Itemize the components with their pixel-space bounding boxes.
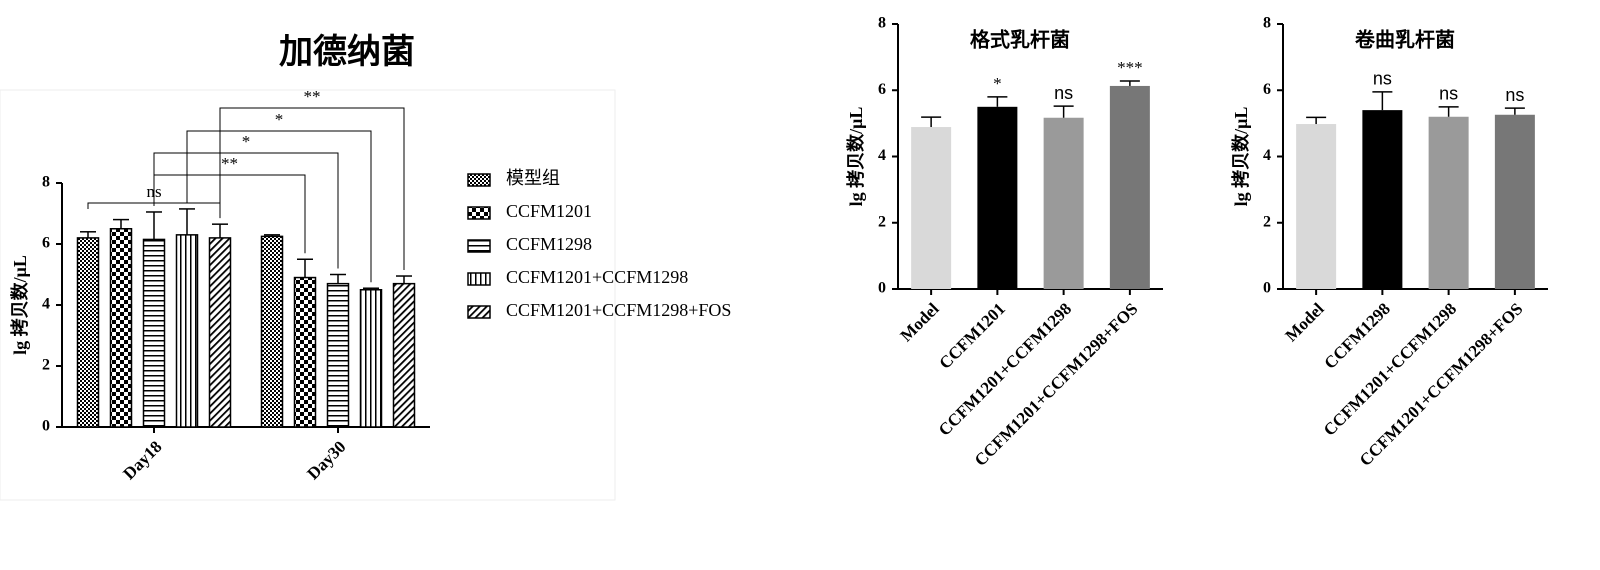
x-tick-label: Model: [897, 299, 943, 345]
bar: [359, 289, 383, 428]
x-tick-label: Day18: [119, 437, 165, 483]
significance-label: **: [304, 87, 321, 106]
significance-label: ns: [1373, 69, 1392, 89]
legend-swatch: [467, 173, 491, 187]
chart-title: 卷曲乳杆菌: [1355, 28, 1455, 52]
significance-bracket: [186, 130, 372, 283]
legend-label: CCFM1201+CCFM1298+FOS: [506, 300, 731, 320]
legend-swatch: [467, 272, 491, 286]
significance-bracket: [153, 152, 339, 269]
chart-title: 格式乳杆菌: [970, 28, 1070, 52]
bar: [1362, 110, 1403, 289]
bar: [1043, 117, 1084, 290]
y-tick-label: 8: [1263, 15, 1271, 32]
bar: [76, 237, 100, 428]
y-tick-label: 6: [1263, 81, 1271, 98]
significance-label: ***: [1117, 58, 1143, 77]
legend-label: CCFM1201+CCFM1298: [506, 267, 688, 287]
y-axis-title: lg 拷贝数/μL: [845, 107, 866, 207]
significance-label: ns: [1505, 85, 1524, 105]
y-axis-title: lg 拷贝数/μL: [9, 255, 30, 355]
bar: [1109, 85, 1150, 289]
x-tick-label: CCFM1201+CCFM1298: [1320, 299, 1460, 439]
y-tick-label: 0: [42, 418, 50, 435]
bar: [109, 228, 133, 428]
y-tick-label: 8: [878, 15, 886, 32]
legend-label: 模型组: [506, 168, 560, 188]
significance-label: ns: [1054, 83, 1073, 103]
bar: [175, 234, 199, 428]
y-tick-label: 0: [1263, 280, 1271, 297]
y-tick-label: 6: [42, 235, 50, 252]
significance-label: *: [242, 132, 251, 151]
y-tick-label: 2: [878, 213, 886, 230]
bar: [326, 282, 350, 428]
bar: [1428, 116, 1469, 289]
bar: [208, 237, 232, 428]
significance-label: **: [221, 154, 238, 173]
bar: [977, 106, 1018, 289]
bar: [911, 127, 952, 289]
legend-swatch: [467, 305, 491, 319]
panel-frame: [0, 89, 616, 501]
bar: [142, 238, 166, 428]
y-tick-label: 4: [878, 147, 886, 164]
bar: [1494, 114, 1535, 289]
y-tick-label: 2: [1263, 213, 1271, 230]
significance-bracket: [219, 107, 405, 271]
bar: [260, 235, 284, 428]
y-tick-label: 4: [1263, 147, 1271, 164]
x-tick-label: CCFM1201+CCFM1298: [935, 299, 1075, 439]
y-tick-label: 0: [878, 280, 886, 297]
bar: [293, 276, 317, 428]
x-tick-label: Day30: [303, 437, 349, 483]
significance-label: ns: [1439, 84, 1458, 104]
x-tick-label: Model: [1282, 299, 1328, 345]
y-tick-label: 8: [42, 174, 50, 191]
bar: [392, 282, 416, 428]
significance-label: *: [993, 74, 1002, 93]
legend-swatch: [467, 239, 491, 253]
significance-label: *: [275, 110, 284, 129]
chart-title: 加德纳菌: [279, 33, 415, 71]
y-tick-label: 6: [878, 81, 886, 98]
y-axis-title: lg 拷贝数/μL: [1230, 107, 1251, 207]
legend-label: CCFM1298: [506, 234, 592, 254]
bar: [1296, 124, 1337, 289]
legend-label: CCFM1201: [506, 201, 592, 221]
y-tick-label: 2: [42, 357, 50, 374]
y-tick-label: 4: [42, 296, 50, 313]
legend-swatch: [467, 206, 491, 220]
